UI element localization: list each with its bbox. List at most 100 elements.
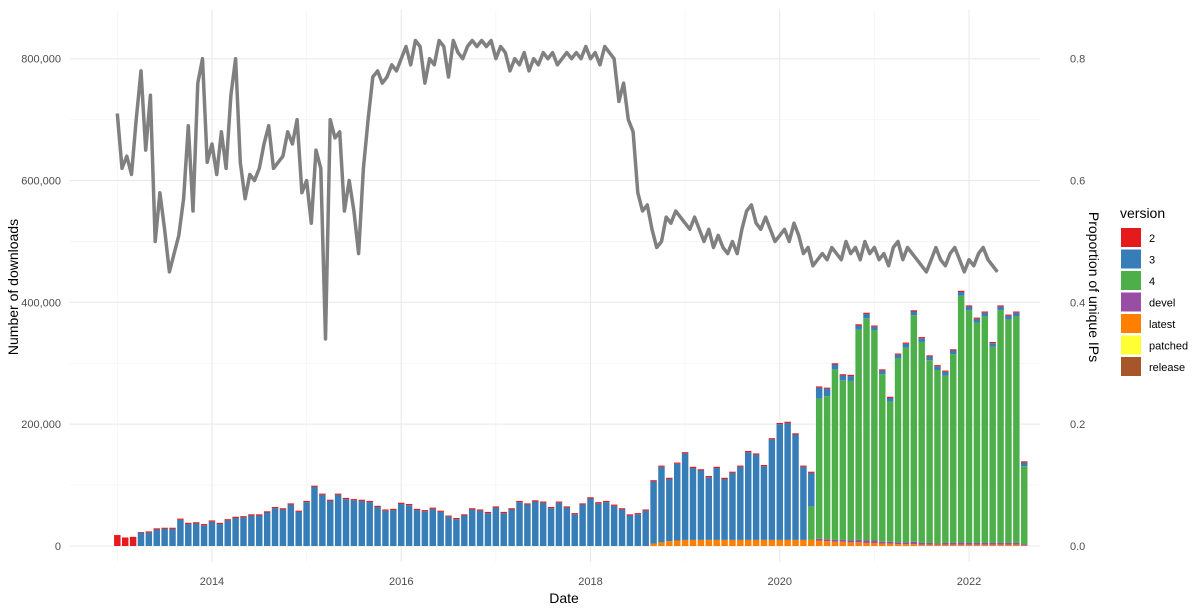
bar-2 <box>981 311 989 313</box>
bar-4 <box>871 330 878 541</box>
bar-2 <box>539 501 547 503</box>
bar-3 <box>784 422 791 540</box>
bar-latest <box>776 539 783 546</box>
bar-3 <box>839 375 847 381</box>
grid-lines <box>70 10 1040 562</box>
legend-title: version <box>1120 205 1165 221</box>
y2-tick-label: 0.6 <box>1070 176 1085 188</box>
bar-2 <box>634 513 642 515</box>
bar-2 <box>815 386 823 388</box>
bar-series <box>114 290 1028 546</box>
bar-latest <box>997 544 1004 546</box>
bar-2 <box>492 506 500 508</box>
bar-2 <box>121 537 129 546</box>
bar-devel <box>902 542 910 545</box>
bar-2 <box>965 305 973 307</box>
bar-4 <box>934 369 941 544</box>
bar-4 <box>831 369 839 540</box>
bar-devel <box>839 539 847 542</box>
x-tick-label: 2016 <box>389 576 413 588</box>
bar-latest <box>965 544 973 546</box>
bar-latest <box>910 544 918 546</box>
bar-2 <box>879 369 886 371</box>
bar-3 <box>681 453 689 540</box>
bar-latest <box>800 539 807 546</box>
bar-4 <box>815 398 823 539</box>
bar-3 <box>831 364 839 370</box>
bar-latest <box>1013 544 1020 546</box>
bar-3 <box>815 387 823 399</box>
bar-3 <box>847 376 854 381</box>
bar-4 <box>1020 466 1028 545</box>
bar-2 <box>705 475 713 478</box>
bar-2 <box>752 453 760 455</box>
bar-3 <box>492 507 500 546</box>
bar-2 <box>137 531 145 533</box>
bar-3 <box>902 343 910 348</box>
bar-2 <box>737 465 744 467</box>
bar-2 <box>224 519 231 521</box>
bar-2 <box>468 508 476 510</box>
bar-2 <box>153 528 160 530</box>
bar-3 <box>997 306 1004 311</box>
bar-2 <box>808 471 815 473</box>
bar-latest <box>729 539 736 546</box>
bar-4 <box>965 310 973 543</box>
bar-2 <box>271 507 279 509</box>
bar-2 <box>295 510 302 512</box>
bar-2 <box>571 513 578 515</box>
bar-latest <box>918 544 925 546</box>
bar-3 <box>658 466 665 543</box>
bar-2 <box>729 471 736 473</box>
bar-2 <box>603 500 610 503</box>
bar-3 <box>823 388 831 397</box>
bar-2 <box>973 317 981 319</box>
bar-latest <box>926 544 933 546</box>
bar-devel <box>815 538 823 541</box>
bar-3 <box>248 515 255 546</box>
y-tick-label: 800,000 <box>21 54 61 66</box>
bar-2 <box>855 324 862 326</box>
bar-2 <box>334 493 342 495</box>
bar-2 <box>350 499 358 501</box>
bar-2 <box>382 509 389 511</box>
legend-swatch-patched <box>1121 335 1141 355</box>
bar-2 <box>642 509 649 511</box>
bar-3 <box>634 514 642 546</box>
bar-3 <box>626 515 634 546</box>
bar-2 <box>595 502 602 504</box>
bar-3 <box>879 370 886 375</box>
bar-devel <box>981 542 989 545</box>
bar-3 <box>571 514 578 546</box>
bar-latest <box>863 542 870 546</box>
bar-3 <box>713 468 720 540</box>
bar-3 <box>934 366 941 370</box>
bar-latest <box>713 539 720 546</box>
bar-2 <box>421 510 429 512</box>
bar-3 <box>650 481 657 544</box>
bar-3 <box>729 472 736 540</box>
legend-label-3: 3 <box>1149 255 1155 267</box>
bar-3 <box>421 511 429 546</box>
bar-2 <box>413 508 421 511</box>
bar-devel <box>879 541 886 544</box>
x-axis-title: Date <box>549 590 579 606</box>
bar-2 <box>563 506 571 508</box>
bar-latest <box>768 539 776 546</box>
bar-2 <box>177 518 184 520</box>
bar-3 <box>153 529 160 546</box>
bar-2 <box>208 520 216 522</box>
y2-tick-label: 0.0 <box>1070 541 1085 553</box>
bar-latest <box>658 542 665 546</box>
bar-3 <box>894 354 902 359</box>
bar-devel <box>934 543 941 545</box>
bar-2 <box>776 422 783 425</box>
bar-3 <box>185 524 192 546</box>
bar-2 <box>192 522 200 524</box>
bar-devel <box>1020 544 1028 546</box>
bar-3 <box>334 494 342 546</box>
bar-3 <box>468 509 476 546</box>
bar-4 <box>823 396 831 540</box>
bar-latest <box>808 539 815 546</box>
bar-latest <box>737 539 744 546</box>
